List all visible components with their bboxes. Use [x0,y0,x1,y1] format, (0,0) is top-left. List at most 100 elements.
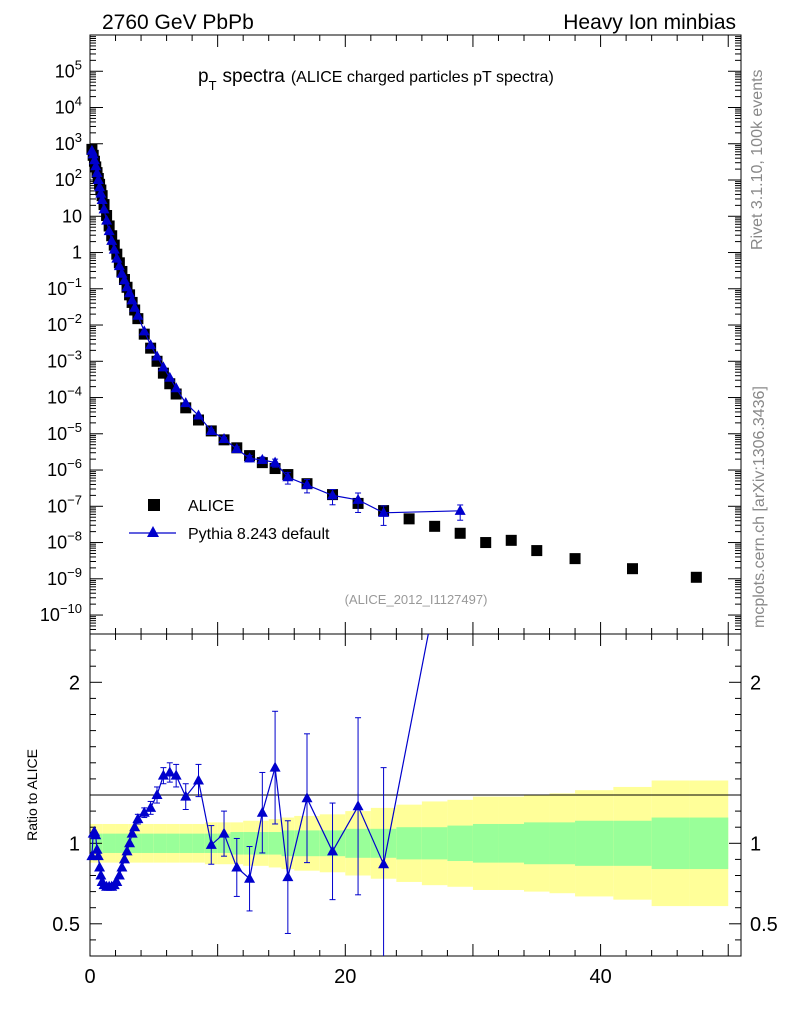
ratio-point [193,774,204,785]
ratio-point [164,766,176,777]
pythia-series [86,144,466,526]
y-tick-label: 10 [62,206,82,226]
pythia-point [87,148,99,159]
ratio-point [118,853,130,864]
pythia-point [91,167,103,178]
pythia-point [111,252,123,263]
ratio-tick-label-right: 1 [750,833,761,855]
band-green [651,817,690,870]
alice-point [690,571,702,583]
band-green [102,833,116,853]
alice-point [269,463,281,475]
ratio-point [116,861,128,872]
band-green [498,823,524,863]
pythia-point [157,361,169,372]
pythia-point [88,154,100,165]
band-green [268,832,282,855]
pythia-point [151,350,163,361]
ratio-point [301,792,313,803]
pythia-point [180,397,192,408]
band-green [472,823,499,863]
ratio-point [121,845,133,856]
band-green [447,825,473,862]
pythia-point [101,214,113,225]
alice-point [170,388,182,400]
pythia-point [164,371,176,382]
ratio-series [86,633,429,956]
pythia-point [327,489,339,500]
band-green [128,833,142,853]
pythia-point [126,294,138,305]
band-green [575,820,614,866]
ratio-point [170,769,182,780]
band-green [549,822,576,865]
y-tick-label: 10−6 [47,456,82,480]
ratio-point [282,871,294,882]
y-tick-label: 10−3 [47,347,82,371]
pythia-point [282,471,294,482]
y-tick-label: 102 [55,166,82,190]
pythia-point [269,456,281,467]
pythia-point [378,506,390,517]
pythia-point [106,234,118,245]
axes-ticks: 0 20 4010510410310210110−110−210−310−410−5… [40,35,778,988]
pythia-point [129,301,141,312]
band-green [192,833,205,853]
band-green [613,820,652,866]
pythia-point [132,309,144,320]
y-tick-label: 10−10 [40,601,82,625]
band-green [179,833,193,853]
ratio-point [256,806,268,817]
pythia-point [301,478,313,489]
ratio-point [138,806,150,817]
alice-point [505,534,517,546]
band-green [153,833,167,853]
pythia-point [244,452,256,463]
alice-point [454,527,466,539]
alice-point [403,513,415,525]
pythia-point [90,160,102,171]
ratio-point [91,843,103,854]
y-tick-label: 10−7 [47,492,82,516]
y-tick-label: 10−9 [47,565,82,589]
rivet-version-label: Rivet 3.1.10, 100k events [749,69,766,250]
band-green [115,833,129,853]
band-green [141,833,154,853]
pythia-point [231,443,243,454]
ratio-point [113,869,125,880]
pythia-point [193,409,204,420]
y-tick-label: 10−5 [47,420,82,444]
y-tick-label: 1 [72,243,82,263]
x-tick-label: 0 [84,966,95,988]
ratio-point [352,800,364,811]
alice-point [569,553,581,565]
alice-point [193,414,204,426]
ratio-point [124,837,136,848]
band-green [421,827,448,860]
ratio-point [231,861,243,872]
y-tick-label: 10−8 [47,529,82,553]
ratio-point [132,813,144,824]
legend-alice-label: ALICE [188,498,234,515]
pythia-point [96,194,108,205]
y-tick-label: 105 [55,57,82,81]
legend: ALICE Pythia 8.243 default [129,498,330,543]
ratio-point [90,829,102,840]
ratio-point [327,845,339,856]
y-tick-label: 10−4 [47,384,82,408]
y-tick-label: 103 [55,130,82,154]
ratio-point [95,869,107,880]
header-left: 2760 GeV PbPb [102,11,254,34]
ratio-point [94,861,106,872]
x-tick-label: 20 [334,966,356,988]
alice-point [157,367,169,379]
pythia-point [205,425,217,436]
ratio-point [129,821,141,832]
ratio-point [218,827,230,838]
ratio-point [151,789,163,799]
x-tick-label: 40 [589,966,611,988]
ratio-point [92,850,104,861]
alice-point [627,563,638,575]
pythia-point [98,203,110,214]
